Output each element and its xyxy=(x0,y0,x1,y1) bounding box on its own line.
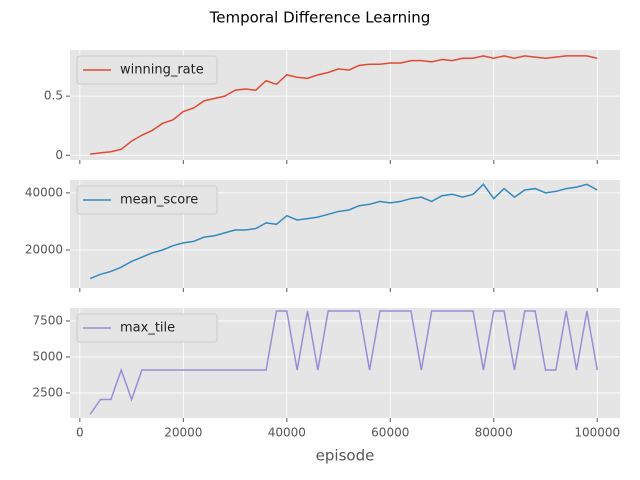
legend-box xyxy=(76,185,218,215)
legend-box xyxy=(76,313,218,343)
legend-label: mean_score xyxy=(120,193,198,208)
legend-box xyxy=(76,55,218,85)
x-tick-label: 20000 xyxy=(164,426,202,440)
y-tick-label: 7500 xyxy=(32,313,63,327)
y-tick-label: 40000 xyxy=(25,185,63,199)
series-line xyxy=(89,310,598,415)
chart-title: Temporal Difference Learning xyxy=(209,9,431,27)
legend-label: winning_rate xyxy=(120,63,204,78)
y-tick-label: 0 xyxy=(55,148,63,162)
x-axis-label: episode xyxy=(316,447,375,465)
y-tick-label: 0.5 xyxy=(44,89,63,103)
x-tick-label: 60000 xyxy=(371,426,409,440)
series-line xyxy=(90,55,598,155)
series-line xyxy=(89,183,598,280)
y-tick-label: 2500 xyxy=(32,385,63,399)
x-tick-label: 80000 xyxy=(475,426,513,440)
x-tick-label: 0 xyxy=(76,426,84,440)
y-tick-label: 5000 xyxy=(32,349,63,363)
x-tick-label: 100000 xyxy=(574,426,620,440)
legend-label: max_tile xyxy=(120,321,175,336)
y-tick-label: 20000 xyxy=(25,243,63,257)
x-tick-label: 40000 xyxy=(268,426,306,440)
